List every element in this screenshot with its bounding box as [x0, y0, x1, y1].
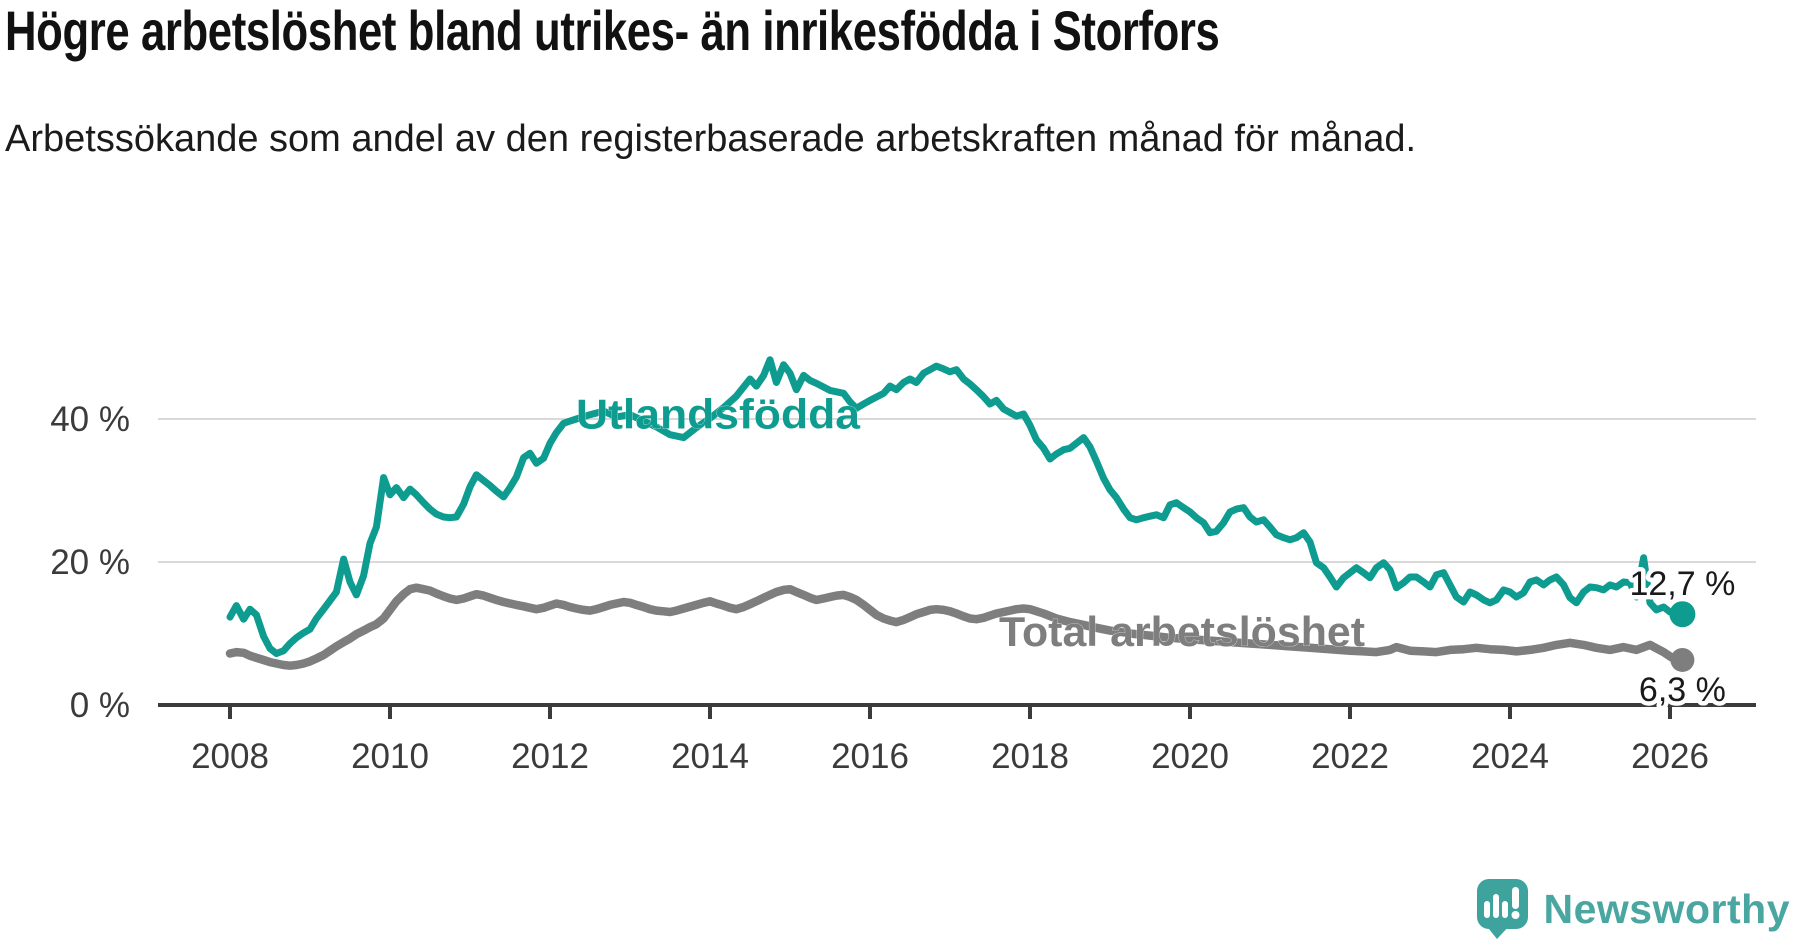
- newsworthy-logo-icon: [1476, 879, 1528, 939]
- x-tick-label: 2016: [831, 737, 909, 776]
- chart-title: Högre arbetslöshet bland utrikes- än inr…: [5, 0, 1220, 62]
- chart-subtitle: Arbetssökande som andel av den registerb…: [5, 118, 1417, 160]
- newsworthy-logo-text: Newsworthy: [1543, 885, 1790, 932]
- series-line-total-arbetsloshet: [225, 583, 1681, 670]
- series-end-dot-utlandsfodda: [1669, 601, 1696, 628]
- x-tick-label: 2010: [351, 737, 429, 776]
- series-end-value-utlandsfodda: 12,7 %: [1629, 565, 1735, 603]
- series-line-utlandsfodda: [226, 356, 1680, 657]
- y-tick-label: 0 %: [70, 686, 130, 725]
- y-tick-label: 40 %: [50, 400, 130, 439]
- x-tick-label: 2026: [1631, 737, 1709, 776]
- x-tick-label: 2024: [1471, 737, 1549, 776]
- x-tick-label: 2018: [991, 737, 1069, 776]
- series-inline-label-total-arbetsloshet: Total arbetslöshet: [999, 608, 1365, 655]
- series-end-value-total-arbetsloshet: 6,3 %: [1639, 671, 1726, 709]
- x-tick-label: 2008: [191, 737, 269, 776]
- x-tick-label: 2022: [1311, 737, 1389, 776]
- x-tick-label: 2012: [511, 737, 589, 776]
- series-end-dot-total-arbetsloshet: [1670, 647, 1695, 672]
- y-tick-label: 20 %: [50, 543, 130, 582]
- x-tick-label: 2020: [1151, 737, 1229, 776]
- series-inline-label-utlandsfodda: Utlandsfödda: [576, 390, 861, 437]
- newsworthy-branding: Newsworthy: [1476, 878, 1791, 940]
- x-tick-label: 2014: [671, 737, 749, 776]
